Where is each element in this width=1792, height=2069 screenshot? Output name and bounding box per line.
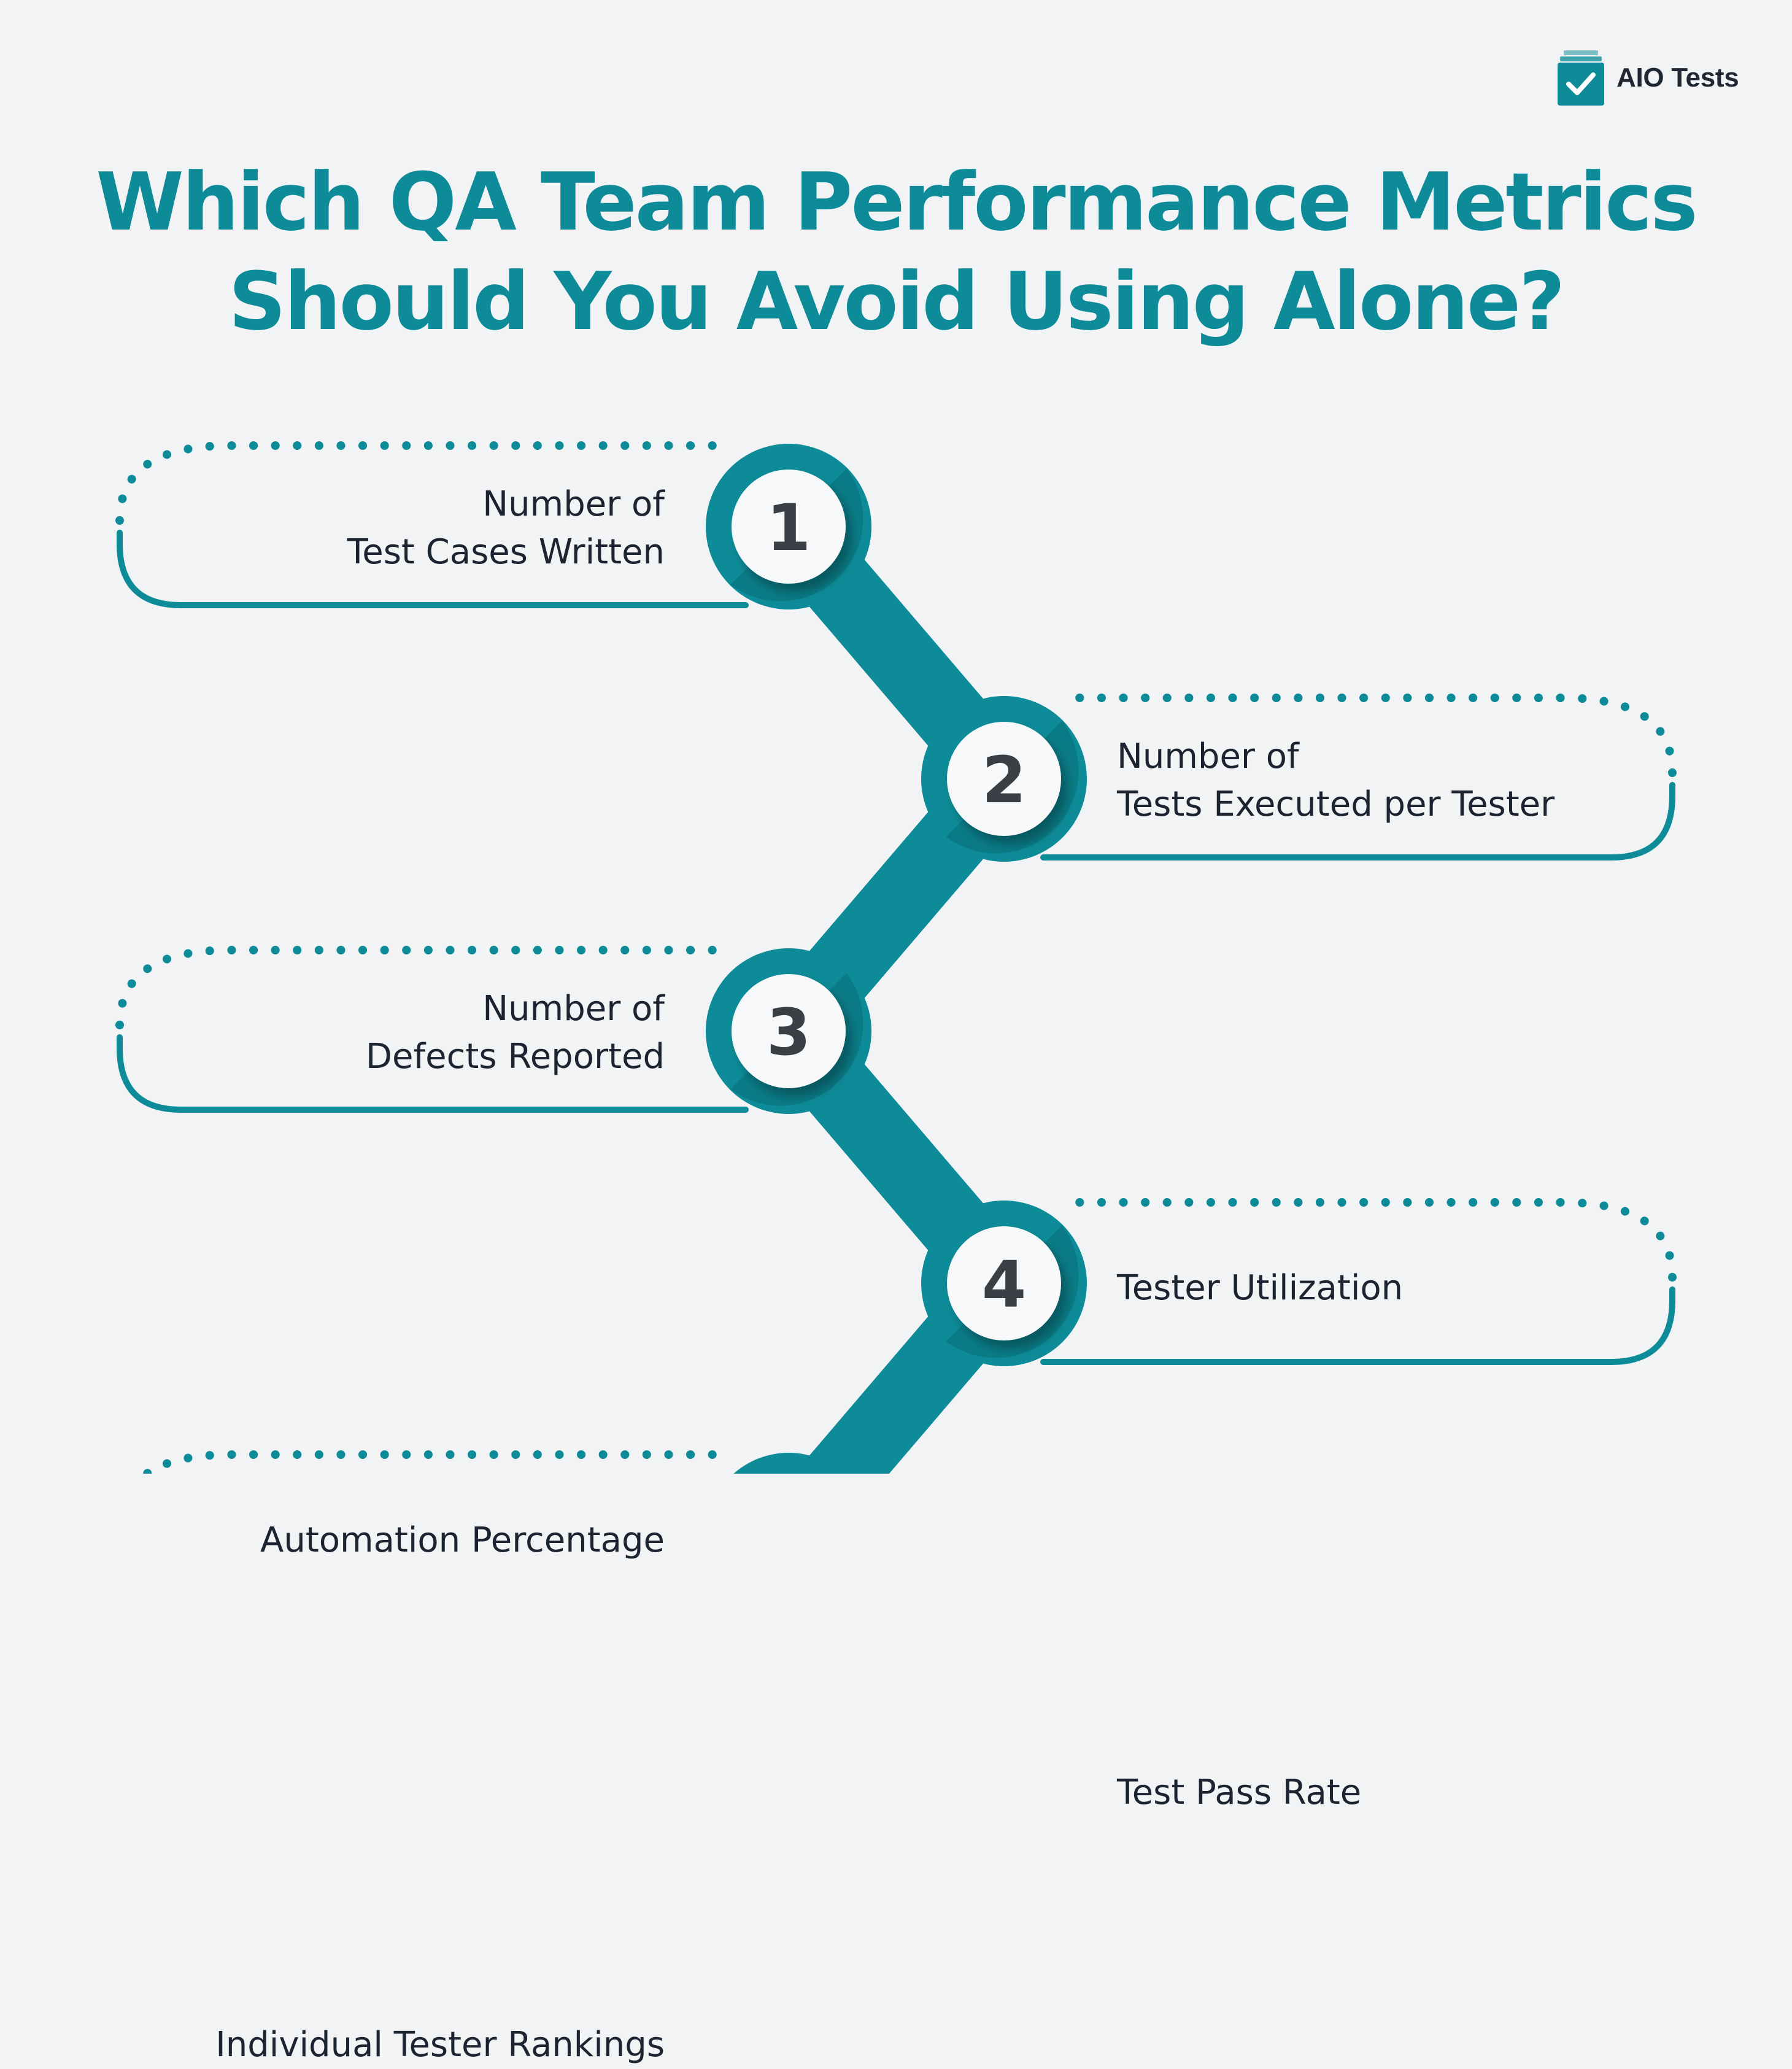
step-number-2: 2: [982, 743, 1026, 818]
metrics-diagram: 1234567: [115, 441, 1677, 1474]
card-outline-dotted-2: [1070, 694, 1677, 777]
metric-label-line: Tests Executed per Tester: [1117, 784, 1555, 824]
title-line-1: Which QA Team Performance Metrics: [96, 155, 1697, 249]
card-outline-solid-4: [1040, 1286, 1675, 1365]
checkbox-check-icon: [1558, 50, 1604, 106]
metric-label-line: Defects Reported: [365, 1037, 665, 1077]
metric-label-line: Tester Utilization: [1117, 1268, 1404, 1308]
step-disc-3: [732, 974, 846, 1088]
metric-label-line: Automation Percentage: [260, 1520, 665, 1560]
card-outline-dotted-5: [139, 1450, 725, 1474]
metric-label-4: Tester Utilization: [1117, 1264, 1403, 1312]
metric-label-line: Test Cases Written: [347, 532, 665, 572]
step-disc-4: [947, 1226, 1061, 1340]
metric-label-1: Number of Test Cases Written: [347, 481, 665, 576]
metric-label-5: Automation Percentage: [260, 1517, 665, 1564]
page-title: Which QA Team Performance Metrics Should…: [0, 152, 1792, 351]
metric-label-line: Number of: [482, 989, 665, 1029]
metric-label-line: Number of: [1117, 737, 1299, 776]
metric-label-7: Individual Tester Rankings: [215, 2021, 665, 2069]
card-outline-solid-1: [117, 530, 749, 608]
step-ring-5: [733, 1453, 844, 1474]
metric-label-line: Individual Tester Rankings: [215, 2025, 665, 2065]
step-number-3: 3: [767, 995, 811, 1070]
card-outline-dotted-4: [1070, 1198, 1677, 1282]
brand-logo: AIO Tests: [1558, 50, 1739, 106]
step-number-4: 4: [982, 1247, 1026, 1322]
metric-label-line: Test Pass Rate: [1117, 1773, 1362, 1812]
card-outline-dotted-1: [115, 441, 725, 525]
card-outline-dotted-3: [115, 946, 725, 1029]
step-disc-2: [947, 722, 1061, 836]
card-outline-solid-3: [117, 1034, 749, 1113]
title-line-2: Should You Avoid Using Alone?: [228, 255, 1565, 348]
card-outline-solid-2: [1040, 782, 1675, 860]
metric-label-line: Number of: [482, 484, 665, 524]
metric-label-6: Test Pass Rate: [1117, 1769, 1361, 1817]
step-number-1: 1: [767, 490, 811, 565]
metric-label-2: Number of Tests Executed per Tester: [1117, 733, 1554, 829]
brand-name: AIO Tests: [1616, 63, 1739, 93]
metric-label-3: Number of Defects Reported: [366, 985, 665, 1081]
step-disc-1: [732, 470, 846, 584]
